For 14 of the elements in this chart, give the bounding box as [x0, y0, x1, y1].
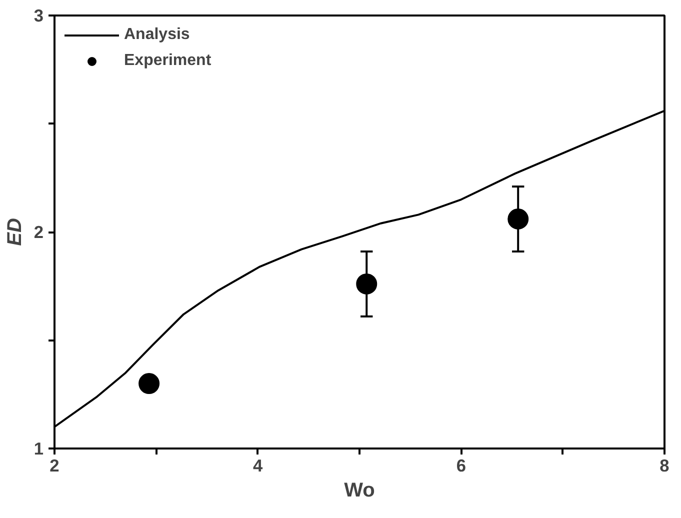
- point: [508, 208, 529, 230]
- x-tick-label: 2: [50, 456, 60, 476]
- y-axis-title: ED: [4, 218, 26, 246]
- x-tick-label: 8: [660, 456, 670, 476]
- x-axis-title: Wo: [344, 480, 375, 502]
- legend-label: Analysis: [124, 26, 190, 44]
- x-tick-label: 6: [456, 456, 466, 476]
- point: [138, 373, 160, 394]
- x-tick-label: 4: [253, 456, 264, 476]
- legend-label: Experiment: [124, 52, 212, 70]
- point: [356, 273, 378, 294]
- y-tick-label: 3: [34, 6, 44, 26]
- y-tick-label: 2: [34, 222, 44, 242]
- y-tick-label: 1: [34, 438, 44, 458]
